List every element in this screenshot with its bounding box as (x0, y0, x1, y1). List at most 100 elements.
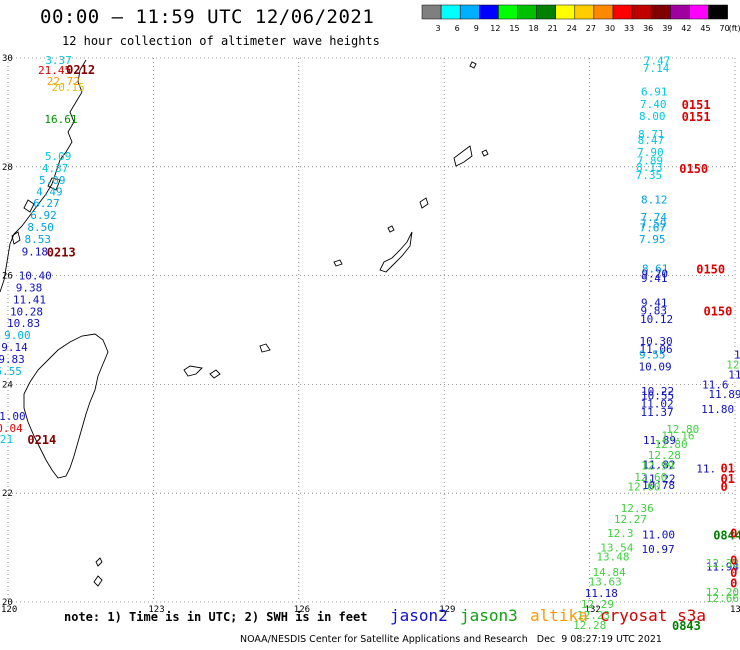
wave-height-value: 10.09 (639, 360, 672, 373)
lon-tick-label: 123 (148, 605, 164, 615)
pass-time-label: 0 (730, 576, 737, 590)
wave-height-value: 10.97 (641, 543, 674, 556)
satellite-legend-altika: altika (530, 606, 588, 625)
wave-height-value: 3.37 (45, 54, 72, 67)
wave-height-value: 9.38 (16, 282, 43, 295)
pass-time-label: 0214 (27, 433, 56, 447)
scale-swatch (631, 4, 652, 20)
wave-height-value: 9.83 (0, 353, 25, 366)
pass-time-label: 0150 (679, 162, 708, 176)
pass-time-label: 0 (730, 554, 737, 568)
okinawa-island (379, 231, 413, 273)
pass-time-label: 0843 (672, 619, 701, 633)
wave-height-value: 7.35 (636, 169, 663, 182)
wave-height-value: 10.30 (640, 335, 673, 348)
wave-height-value: 20.15 (52, 81, 85, 94)
lat-tick-label: 28 (2, 163, 13, 173)
wave-height-value: 11.82 (642, 458, 675, 471)
wave-height-value: 12.80 (666, 423, 699, 436)
wave-height-value: 12.60 (627, 481, 660, 494)
wave-height-value: 5.09 (45, 150, 72, 163)
wave-height-value: 12.29 (581, 598, 614, 611)
wave-height-value: 10.55 (641, 389, 674, 402)
scale-label: 18 (529, 24, 539, 33)
pass-time-label: 0 (720, 480, 727, 494)
scale-label: 6 (455, 24, 460, 33)
wave-height-value: 9.41 (641, 296, 668, 309)
pass-time-label: 0 (730, 566, 737, 580)
wave-height-value: 11.18 (585, 587, 618, 600)
scale-swatch (498, 4, 518, 20)
lat-tick-label: 26 (2, 272, 13, 282)
wave-height-value: 12.20 (706, 586, 739, 599)
credit-line: NOAA/NESDIS Center for Satellite Applica… (240, 634, 662, 645)
wave-height-value: 11.16 (661, 430, 694, 443)
wave-height-value: 6.92 (30, 209, 57, 222)
wave-height-value: 7.90 (637, 146, 664, 159)
wave-height-value: 11.6 (702, 378, 729, 391)
pass-time-label: 01 (720, 472, 734, 486)
wave-height-value: 7.95 (639, 233, 666, 246)
wave-height-value: 11.89 (708, 388, 740, 401)
wave-height-value: 12.23 (577, 609, 610, 622)
pass-time-label: 0212 (66, 63, 95, 77)
scale-swatch (479, 4, 499, 20)
wave-height-value: 16.61 (44, 113, 77, 126)
scale-swatch (536, 4, 556, 20)
wave-height-value: 11.94 (706, 561, 739, 574)
scale-label: 15 (509, 24, 519, 33)
lon-tick-label: 135 (730, 605, 740, 615)
pass-time-labels: 0212021302140151015101500150015001010084… (27, 63, 740, 633)
wave-height-value: 10.28 (10, 306, 43, 319)
wave-height-value: 6.55 (0, 365, 22, 378)
lon-tick-label: 126 (294, 605, 310, 615)
scale-label: 12 (490, 24, 500, 33)
wave-height-value: 13.63 (589, 575, 622, 588)
wave-height-value: 8.53 (24, 233, 51, 246)
scale-swatch (612, 4, 633, 20)
wave-height-value: 8.12 (641, 193, 668, 206)
satellite-legend-jason2: jason2 (390, 606, 448, 625)
pass-time-label: 0213 (47, 246, 76, 260)
scale-label: 36 (643, 24, 653, 33)
wave-height-value: 5.09 (39, 174, 65, 187)
wave-height-value: 11.02 (640, 397, 673, 410)
scale-label: 39 (662, 24, 672, 33)
pass-time-label: 0151 (682, 98, 711, 112)
scale-swatch (708, 4, 728, 20)
wave-height-value: 12.28 (573, 619, 606, 632)
miyako-islands (183, 365, 203, 377)
china-coastline (0, 59, 87, 293)
scale-swatch (670, 4, 690, 20)
lat-lon-grid: 120123126129132135302826242220 (1, 54, 740, 615)
wave-height-value: 8.00 (639, 110, 666, 123)
wave-height-value: 12.27 (614, 513, 647, 526)
scale-label: 9 (474, 24, 479, 33)
wave-height-value: 9.20 (641, 267, 668, 280)
wave-height-value: 8.13 (636, 161, 663, 174)
pass-time-label: 0150 (696, 263, 725, 277)
wave-height-value: 8.71 (638, 128, 665, 141)
wave-height-value: 8.61 (642, 263, 669, 276)
wave-height-value: 11.22 (642, 473, 675, 486)
lon-tick-label: 132 (585, 605, 601, 615)
wave-height-value: 10.40 (19, 270, 52, 283)
wave-height-value: 9.55 (639, 348, 666, 361)
scale-label: 3 (436, 24, 441, 33)
wave-height-value: 12.80 (655, 438, 688, 451)
wave-height-value: 7.67 (640, 222, 667, 235)
wave-height-value: 12 (726, 358, 739, 371)
wave-height-value: 10.83 (7, 317, 40, 330)
wave-height-value: 8.47 (638, 134, 665, 147)
wave-height-value: 20.04 (0, 422, 23, 435)
amami-island (453, 145, 473, 167)
scale-swatch (689, 4, 709, 20)
wave-height-value: 12.60 (634, 471, 667, 484)
scale-swatch (421, 4, 442, 20)
wave-height-value: 7.47 (644, 55, 671, 68)
wave-height-value: 9.00 (4, 329, 31, 342)
wave-height-value: 3.21 (0, 433, 13, 446)
wave-height-value: 13.54 (600, 542, 633, 555)
taiwan-coastline (23, 333, 109, 479)
wave-height-value: 6.91 (641, 86, 668, 99)
